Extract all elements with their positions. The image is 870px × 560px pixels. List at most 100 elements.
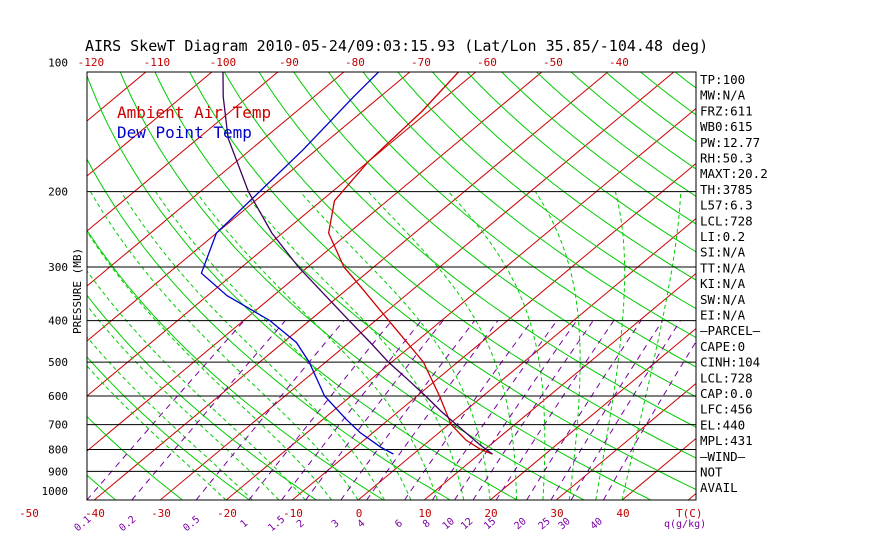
mixing-ratio-tick-label: 0.5 <box>181 514 202 534</box>
moist-adiabat-line <box>595 191 626 500</box>
pressure-label-700: 700 <box>48 419 68 432</box>
bottom-temperature-ticks: -50 -40 -30 -20 -10 0 10 20 30 40 <box>19 507 630 520</box>
pressure-label-200: 200 <box>48 186 68 199</box>
moist-adiabat-line <box>299 191 491 500</box>
isotherm-line <box>754 43 870 500</box>
index-entry: TT:N/A <box>700 260 746 275</box>
mixing-ratio-line <box>305 320 444 500</box>
isotherm-line <box>357 217 696 500</box>
moist-adiabat-line <box>87 365 227 500</box>
isotherm-line <box>93 72 609 500</box>
index-entry: L57:6.3 <box>700 198 753 213</box>
dry-adiabat-line <box>87 294 317 500</box>
dry-adiabat-line <box>674 72 696 89</box>
index-entry: EI:N/A <box>700 308 746 323</box>
y-axis-title: PRESSURE (MB) <box>71 248 84 334</box>
top-temperature-ticks: -120 -110 -100 -90 -80 -70 -60 -50 -40 <box>78 56 629 69</box>
mixing-ratio-tick-label: 0.2 <box>117 514 138 534</box>
dry-adiabat-line <box>87 158 451 500</box>
mixing-ratio-line <box>248 320 393 500</box>
top-tick-label: -100 <box>210 56 237 69</box>
profile-lines <box>200 72 493 455</box>
index-entry: CINH:104 <box>700 355 760 370</box>
pressure-label-600: 600 <box>48 390 68 403</box>
dry-adiabat-line <box>327 72 696 368</box>
x-axis-unit-label: T(C) <box>676 507 703 520</box>
mixing-ratio-tick-label: 3 <box>330 518 342 530</box>
index-entry: MPL:431 <box>700 433 753 448</box>
index-entry: PW:12.77 <box>700 135 760 150</box>
mixing-ratio-unit-label: q(g/kg) <box>664 519 706 530</box>
legend-dew-point-temp: Dew Point Temp <box>117 123 252 142</box>
isotherm-line <box>159 72 675 500</box>
mixing-ratio-line <box>602 340 696 500</box>
isotherm-line <box>87 72 147 122</box>
bottom-tick-label: 40 <box>616 507 629 520</box>
pressure-label-100: 100 <box>48 57 68 70</box>
dry-adiabat-line <box>87 74 518 500</box>
index-entry: LI:0.2 <box>700 229 745 244</box>
bottom-tick-label: -10 <box>283 507 303 520</box>
isotherm-line <box>0 43 48 500</box>
mixing-ratio-tick-label: 1 <box>238 518 250 530</box>
moist-adiabat-line <box>87 230 333 500</box>
legend-ambient-air-temp: Ambient Air Temp <box>117 103 271 122</box>
mixing-ratio-tick-label: 20 <box>512 516 528 532</box>
dry-adiabat-line <box>293 72 696 398</box>
top-tick-label: -80 <box>345 56 365 69</box>
pressure-label-400: 400 <box>48 315 68 328</box>
index-entry: CAPE:0 <box>700 339 745 354</box>
temperature-profile-line <box>327 72 493 455</box>
mixing-ratio-line <box>454 320 578 500</box>
dry-adiabat-line <box>397 72 696 310</box>
moist-adiabat-line <box>87 270 306 500</box>
moist-adiabat-line <box>120 191 385 500</box>
isotherm-line <box>291 162 696 500</box>
bottom-tick-label: 10 <box>418 507 431 520</box>
mixing-ratio-tick-label: 12 <box>459 516 475 532</box>
index-entry: NOT <box>700 465 723 480</box>
dry-adiabat-line <box>189 72 696 491</box>
mixing-ratio-line <box>404 320 533 500</box>
pressure-label-800: 800 <box>48 443 68 456</box>
moist-adiabat-line <box>448 191 546 500</box>
isotherm-line <box>87 72 345 287</box>
mixing-ratio-line <box>87 320 245 500</box>
top-tick-label: -50 <box>543 56 563 69</box>
pressure-label-900: 900 <box>48 465 68 478</box>
moist-adiabat-line <box>155 191 412 500</box>
isotherm-line <box>225 107 696 500</box>
mixing-ratio-tick-label: 4 <box>356 518 368 530</box>
isotherm-line <box>87 72 213 177</box>
index-entry: MW:N/A <box>700 88 746 103</box>
isotherm-line <box>87 72 411 342</box>
mixing-ratio-line <box>472 320 594 500</box>
moist-adiabat-line <box>534 191 581 500</box>
mixing-ratio-line <box>366 320 499 500</box>
index-entry: LFC:456 <box>700 402 753 417</box>
moist-adiabat-line <box>87 304 280 500</box>
isotherm-line <box>423 272 696 500</box>
index-entry: KI:N/A <box>700 276 746 291</box>
top-tick-label: -40 <box>609 56 629 69</box>
isotherm-line <box>87 72 477 397</box>
index-entry: LCL:728 <box>700 370 753 385</box>
index-entry: CAP:0.0 <box>700 386 753 401</box>
index-entry: RH:50.3 <box>700 151 753 166</box>
bottom-tick-label: -30 <box>151 507 171 520</box>
dry-adiabat-line <box>501 72 696 225</box>
dry-adiabat-line <box>806 43 870 500</box>
chart-title: AIRS SkewT Diagram 2010-05-24/09:03:15.9… <box>85 37 708 55</box>
dry-adiabat-line <box>119 72 585 500</box>
mixing-ratio-tick-label: 40 <box>589 516 605 532</box>
mixing-ratio-line <box>431 320 558 500</box>
top-tick-label: -120 <box>78 56 105 69</box>
index-entry: EL:440 <box>700 417 745 432</box>
pressure-label-500: 500 <box>48 356 68 369</box>
moist-adiabat-line <box>195 191 438 500</box>
mixing-ratio-tick-label: 10 <box>441 516 457 532</box>
index-entry: TH:3785 <box>700 182 753 197</box>
index-entry: TP:100 <box>700 72 745 87</box>
isotherm-line <box>555 382 696 500</box>
